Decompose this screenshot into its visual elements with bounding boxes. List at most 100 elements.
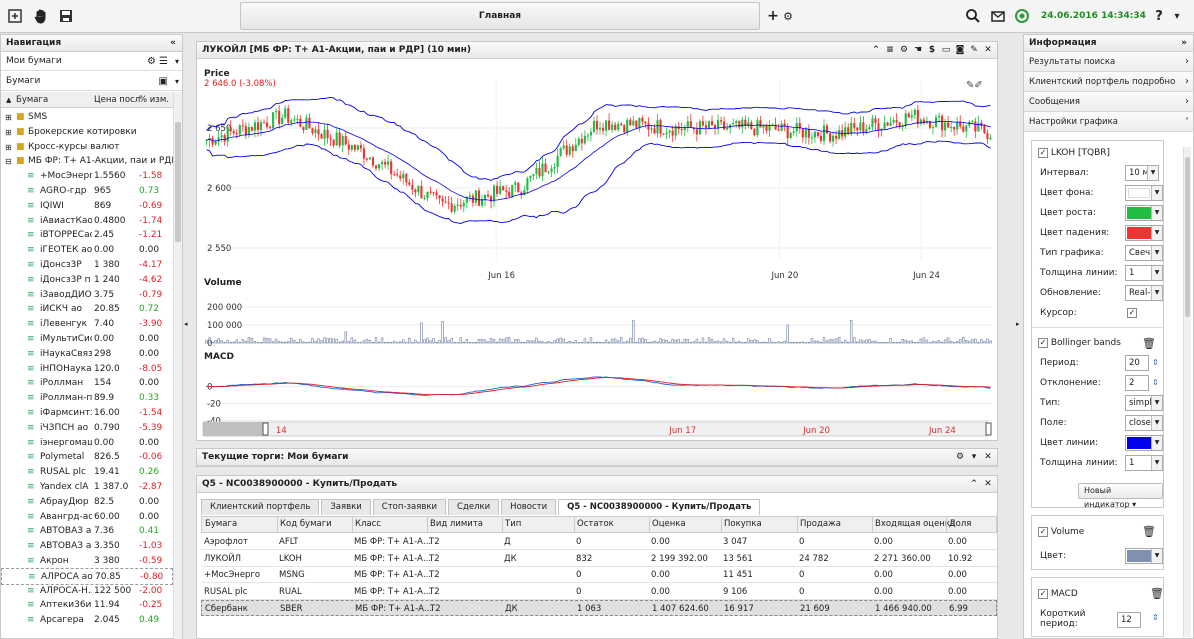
paper-row[interactable]: ≡ iФармсинтз 16.00 -1.54 xyxy=(1,405,173,422)
stepper-icon[interactable]: ⇕ xyxy=(1152,378,1159,387)
q5-col-header[interactable]: Продажа xyxy=(800,519,841,529)
paper-row[interactable]: ≡ iИСКЧ ао 20.85 0.72 xyxy=(1,301,173,318)
paper-row[interactable]: ≡ АВТОВАЗ ап 3.350 -1.03 xyxy=(1,538,173,555)
col-paper[interactable]: Бумага xyxy=(16,95,49,105)
draw-tools-icon[interactable]: ✎✐ xyxy=(966,80,983,91)
close-icon[interactable]: ✕ xyxy=(984,452,992,462)
paper-row[interactable]: ≡ АЛРОСА-Н... 122 500 -2.00 xyxy=(1,583,173,600)
close-icon[interactable]: ✕ xyxy=(984,45,992,55)
folder-item[interactable]: ⊞ ■ Кросс-курсы валют xyxy=(1,139,173,156)
q5-tab[interactable]: Q5 - NC0038900000 - Купить/Продать xyxy=(558,499,761,515)
q5-row[interactable]: Сбербанк SBER МБ ФР: Т+ А1-А... T2 ДК 1 063 1 … xyxy=(201,600,997,616)
pin-icon[interactable]: ✎ xyxy=(970,45,978,55)
settings-scrollbar[interactable] xyxy=(1183,147,1191,637)
gear-icon[interactable]: ⚙ xyxy=(955,452,965,462)
new-window-icon[interactable] xyxy=(4,5,26,27)
chevron-down-icon[interactable]: ▾ xyxy=(174,77,179,86)
paper-row[interactable]: ≡ +МосЭнерг 1.5560 -1.58 xyxy=(1,168,173,185)
q5-col-header[interactable]: Оценка xyxy=(652,519,686,529)
q5-tab[interactable]: Клиентский портфель xyxy=(201,499,320,515)
collapse-right-icon[interactable]: » xyxy=(1181,38,1187,48)
new-indicator-button[interactable]: Новый индикатор ▾ xyxy=(1078,483,1163,509)
price-chart[interactable]: 2 650 2 600 2 550 Jun 16 Jun 20 Jun 24 200 000… xyxy=(197,60,997,440)
col-last-price[interactable]: Цена посл xyxy=(94,95,141,105)
q5-row[interactable]: Аэрофлот AFLT МБ ФР: Т+ А1-А... T2 Д 0 0.00 3 0… xyxy=(201,534,997,550)
save-icon[interactable] xyxy=(55,5,77,27)
help-icon[interactable]: ? xyxy=(1155,8,1163,24)
paper-row[interactable]: ≡ iДонсз3Р 1 380 -4.17 xyxy=(1,257,173,274)
chevron-down-icon[interactable]: ▾ xyxy=(174,57,179,66)
papers-scrollbar[interactable] xyxy=(173,92,182,639)
window-menu-icon[interactable]: ▾ xyxy=(1174,10,1180,22)
checkbox-icon[interactable]: ✓ xyxy=(1038,337,1048,348)
paper-row[interactable]: ≡ iРоллман-п 89.9 0.33 xyxy=(1,390,173,407)
q5-tab[interactable]: Стоп-заявки xyxy=(372,499,447,515)
paper-row[interactable]: ≡ АбрауДюр 82.5 0.00 xyxy=(1,494,173,511)
interval-select[interactable]: 10 м ▼ xyxy=(1125,165,1159,181)
messages-item[interactable]: Сообщения › xyxy=(1024,92,1193,112)
paper-row[interactable]: ≡ АВТОВАЗ ао 7.36 0.41 xyxy=(1,523,173,540)
q5-tab[interactable]: Новости xyxy=(501,499,557,515)
update-select[interactable]: Real-t ▼ xyxy=(1125,285,1163,301)
trash-icon[interactable]: 🗑 xyxy=(1142,337,1156,350)
volume-toggle[interactable]: ✓ Volume xyxy=(1038,523,1166,541)
bb-toggle[interactable]: ✓ Bollinger bands xyxy=(1038,334,1166,352)
paper-row[interactable]: ≡ iМультиСис 0.00 0.00 xyxy=(1,331,173,348)
q5-col-header[interactable]: Класс xyxy=(355,519,382,529)
search-icon[interactable] xyxy=(962,5,984,27)
close-icon[interactable]: ✕ xyxy=(984,479,992,489)
q5-col-header[interactable]: Тип xyxy=(505,519,522,529)
macd-toggle[interactable]: ✓ MACD xyxy=(1038,585,1166,603)
stepper-icon[interactable]: ⇕ xyxy=(1152,613,1159,622)
scroll-thumb[interactable] xyxy=(1185,157,1190,317)
window-icon[interactable]: ▭ xyxy=(941,45,951,55)
line-color-picker[interactable]: ▼ xyxy=(1125,435,1163,451)
paper-row[interactable]: ≡ IQIWI 869 -0.69 xyxy=(1,198,173,215)
line-width2-select[interactable]: 1 ▼ xyxy=(1125,455,1163,471)
checkbox-icon[interactable]: ✓ xyxy=(1038,526,1048,537)
tab-main[interactable]: Главная xyxy=(240,2,760,30)
splitter-right-arrow-icon[interactable]: ▸ xyxy=(1016,320,1020,328)
paper-row[interactable]: ≡ iРоллман 154 0.00 xyxy=(1,375,173,392)
q5-col-header[interactable]: Бумага xyxy=(205,519,238,529)
paper-row[interactable]: ≡ iНПОНаука 120.0 -8.05 xyxy=(1,361,173,378)
search-results-item[interactable]: Результаты поиска › xyxy=(1024,52,1193,72)
papers-row[interactable]: Бумаги ▣ ▾ xyxy=(1,72,182,91)
paper-row[interactable]: ≡ iНаукаСвяз 298 0.00 xyxy=(1,346,173,363)
down-color-picker[interactable]: ▼ xyxy=(1125,225,1163,241)
chevron-down-icon[interactable]: ▾ xyxy=(971,452,977,462)
q5-col-header[interactable]: Входящая оценка xyxy=(875,519,956,529)
paper-row[interactable]: ≡ iВТОРРЕСао 2.45 -1.21 xyxy=(1,227,173,244)
chart-settings-item[interactable]: Настройки графика ˅ xyxy=(1024,112,1193,132)
hand-icon[interactable]: ☚ xyxy=(913,45,923,55)
scroll-thumb[interactable] xyxy=(175,122,181,242)
q5-row[interactable]: ЛУКОЙЛ LKOH МБ ФР: Т+ А1-А... T2 ДК 832 2 199 … xyxy=(201,551,997,567)
add-tab-icon[interactable]: + xyxy=(767,8,779,24)
checkbox-icon[interactable]: ✓ xyxy=(1038,147,1048,158)
paper-row[interactable]: ≡ iГЕОТЕК ао 0.00 0.00 xyxy=(1,242,173,259)
q5-col-header[interactable]: Покупка xyxy=(724,519,762,529)
paper-row[interactable]: ≡ Акрон 3 380 -0.59 xyxy=(1,553,173,570)
collapse-up-icon[interactable]: ⌃ xyxy=(872,45,880,55)
paper-row[interactable]: ≡ iЛевенгук 7.40 -3.90 xyxy=(1,316,173,333)
expand-icon[interactable]: ⊞ xyxy=(5,127,12,137)
up-color-picker[interactable]: ▼ xyxy=(1125,205,1163,221)
paper-row[interactable]: ≡ Polymetal 826.5 -0.06 xyxy=(1,449,173,466)
splitter-left-arrow-icon[interactable]: ◂ xyxy=(184,320,188,328)
volume-color-picker[interactable]: ▼ xyxy=(1125,548,1163,564)
list-icon[interactable]: ☰ xyxy=(159,56,168,67)
field-select[interactable]: close ▼ xyxy=(1125,415,1163,431)
portfolio-detail-item[interactable]: Клиентский портфель подробно › xyxy=(1024,72,1193,92)
stepper-icon[interactable]: ⇕ xyxy=(1152,358,1159,367)
q5-tab[interactable]: Сделки xyxy=(448,499,500,515)
folder-item[interactable]: ⊞ ■ SMS xyxy=(1,109,173,126)
menu-icon[interactable]: ≡ xyxy=(886,45,894,55)
mail-icon[interactable] xyxy=(987,5,1009,27)
paper-row[interactable]: ≡ АЛРОСА ао 70.85 -0.80 xyxy=(1,567,173,585)
add-icon[interactable]: ▣ xyxy=(158,76,168,87)
period-input[interactable]: 20 xyxy=(1125,355,1149,371)
trash-icon[interactable]: 🗑 xyxy=(1150,587,1164,600)
gear-icon[interactable]: ⚙ xyxy=(899,45,909,55)
paper-row[interactable]: ≡ iэнергомаш 0.00 0.00 xyxy=(1,435,173,452)
